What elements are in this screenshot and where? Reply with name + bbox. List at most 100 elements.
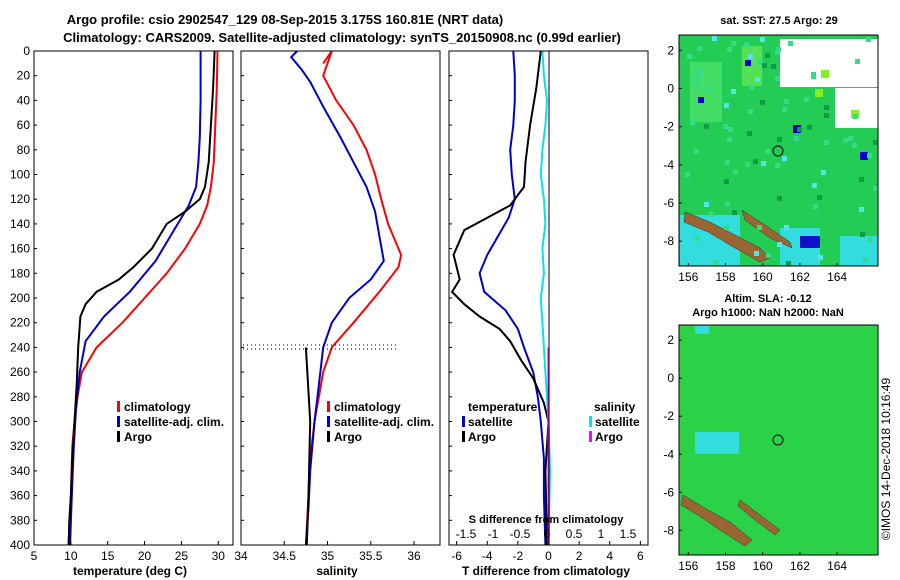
sst-noise-pixel <box>693 78 698 83</box>
map-y-tick-label: -6 <box>663 485 674 499</box>
map-y-tick-label: -6 <box>663 196 674 210</box>
salinity-axes-frame <box>240 50 441 546</box>
map-x-tick-label: 162 <box>790 270 810 284</box>
series-line-t-satellite <box>478 50 547 546</box>
sst-cloud-gap <box>835 88 878 128</box>
x-tick-label: 36 <box>407 549 421 563</box>
map-y-tick-label: 2 <box>667 43 674 57</box>
sst-noise-pixel <box>706 87 711 92</box>
depth-tick-label: 0 <box>23 44 30 58</box>
sst-noise-pixel <box>843 138 848 143</box>
sst-noise-pixel <box>732 210 737 215</box>
legend-swatch-argo <box>117 431 120 442</box>
legend-t-argo: Argo <box>468 430 496 444</box>
sst-noise-pixel <box>784 99 789 104</box>
sst-cold-pixel <box>698 97 704 103</box>
sst-noise-pixel <box>761 161 766 166</box>
map-y-tick-label: -8 <box>663 234 674 248</box>
depth-tick-label: 300 <box>10 415 30 429</box>
map-x-tick-label: 164 <box>827 559 847 573</box>
sst-noise-pixel <box>867 153 872 158</box>
sst-noise-pixel <box>744 42 749 47</box>
land-solomon-islands-sla <box>680 494 753 547</box>
sst-noise-pixel <box>725 202 730 207</box>
map-x-tick-label: 158 <box>715 270 735 284</box>
depth-tick-label: 180 <box>10 266 30 280</box>
sst-noise-pixel <box>760 100 765 105</box>
sst-noise-pixel <box>821 170 826 175</box>
sst-noise-pixel <box>813 204 818 209</box>
legend-t-satellite: satellite <box>468 415 513 429</box>
sst-noise-pixel <box>754 251 759 256</box>
sst-noise-pixel <box>685 172 690 177</box>
legend-swatch-climatology-s <box>327 401 330 412</box>
depth-tick-label: 380 <box>10 513 30 527</box>
depth-tick-label: 320 <box>10 439 30 453</box>
sla-cyan-region <box>695 326 709 334</box>
top-x-tick-label: 0.5 <box>566 527 583 541</box>
temperature-panel: 0 20 40 60 80 100 120 140 160 180 200 220 240 260 280 3… <box>10 44 452 578</box>
sst-noise-pixel <box>775 50 780 55</box>
depth-tick-label: 20 <box>17 69 31 83</box>
sst-noise-pixel <box>697 46 702 51</box>
sst-noise-pixel <box>771 64 776 69</box>
title-line-1: Argo profile: csio 2902547_129 08-Sep-20… <box>67 12 503 27</box>
sst-noise-pixel <box>745 162 750 167</box>
sst-noise-pixel <box>727 47 732 52</box>
sst-noise-pixel <box>804 97 809 102</box>
legend-swatch-satellite <box>117 416 120 427</box>
sst-noise-pixel <box>704 124 709 129</box>
map-x-tick-label: 160 <box>753 559 773 573</box>
legend-swatch-t-satellite <box>462 416 465 427</box>
sst-noise-pixel <box>811 74 816 79</box>
sst-noise-pixel <box>723 124 728 129</box>
sst-noise-pixel <box>757 225 762 230</box>
sst-noise-pixel <box>852 143 857 148</box>
x-tick-label: 35 <box>321 549 335 563</box>
argo-position-marker-sla <box>772 434 784 446</box>
temperature-legend: climatology satellite-adj. clim. Argo <box>117 400 224 444</box>
difference-legend: temperature satellite Argo salinity sate… <box>462 400 640 444</box>
sla-map-title: Altim. SLA: -0.12 <box>724 293 811 305</box>
map-y-tick-label: -4 <box>663 158 674 172</box>
legend-swatch-t-argo <box>462 431 465 442</box>
sst-noise-pixel <box>777 137 782 142</box>
sst-noise-pixel <box>824 105 829 110</box>
sst-noise-pixel <box>690 120 695 125</box>
sst-noise-pixel <box>868 237 873 242</box>
map-y-tick-label: 0 <box>667 81 674 95</box>
salinity-xlabel: salinity <box>316 564 358 578</box>
sst-noise-pixel <box>713 260 718 265</box>
sst-noise-pixel <box>782 107 787 112</box>
map-y-tick-label: 0 <box>667 371 674 385</box>
legend-s-argo: Argo <box>595 430 623 444</box>
sst-noise-pixel <box>748 109 753 114</box>
sst-map-frame <box>678 34 879 267</box>
sst-noise-pixel <box>762 63 767 68</box>
sla-cyan-region <box>695 432 739 454</box>
sst-patch <box>742 46 762 86</box>
x-tick-label: -2 <box>513 549 524 563</box>
legend-satellite-s: satellite-adj. clim. <box>334 415 434 429</box>
map-y-tick-label: -2 <box>663 409 674 423</box>
legend-argo: Argo <box>124 430 152 444</box>
depth-tick-label: 400 <box>10 538 30 552</box>
salinity-legend: climatology satellite-adj. clim. Argo <box>327 400 434 444</box>
sst-noise-pixel <box>696 68 701 73</box>
series-line-t-argo <box>450 50 550 546</box>
legend-argo-s: Argo <box>334 430 362 444</box>
x-tick-label: 4 <box>606 549 613 563</box>
depth-tick-label: 280 <box>10 390 30 404</box>
series-line-s-satellite <box>539 50 552 546</box>
map-y-tick-label: -4 <box>663 447 674 461</box>
sst-noise-pixel <box>807 125 812 130</box>
sst-noise-pixel <box>709 212 714 217</box>
sst-noise-pixel <box>818 255 823 260</box>
sst-cold-pixel <box>860 152 868 160</box>
temperature-xlabel: temperature (deg C) <box>73 564 187 578</box>
sla-map-frame <box>678 324 879 556</box>
sst-noise-pixel <box>775 76 780 81</box>
top-x-tick-label: -1 <box>488 527 499 541</box>
depth-tick-label: 120 <box>10 192 30 206</box>
